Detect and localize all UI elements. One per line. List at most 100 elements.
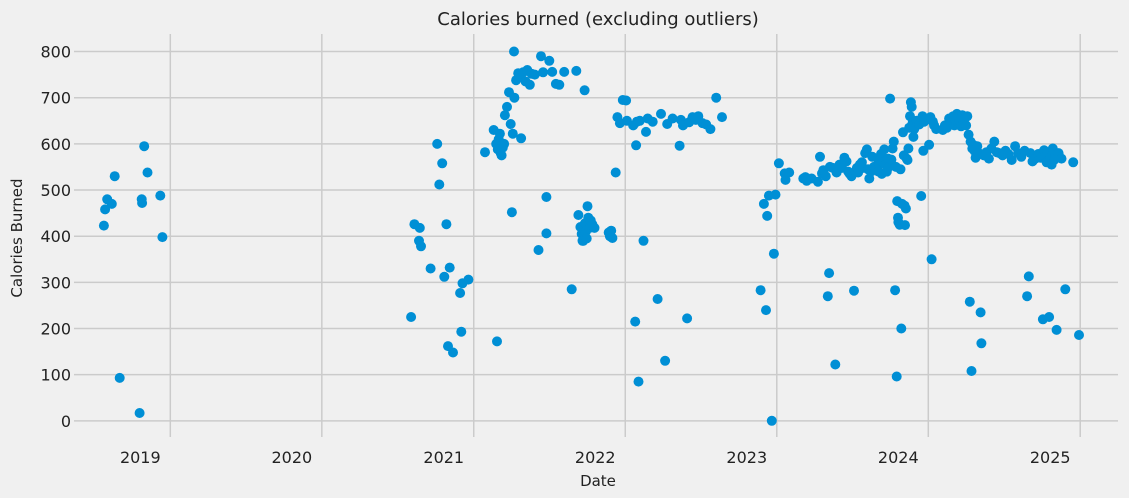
data-point — [439, 271, 450, 282]
data-point — [755, 285, 766, 296]
data-point — [906, 101, 917, 112]
data-point — [559, 66, 570, 77]
data-point — [524, 79, 535, 90]
data-point — [660, 355, 671, 366]
data-point — [656, 108, 666, 119]
data-point — [900, 203, 911, 214]
data-point — [573, 210, 584, 220]
x-tick-label: 2023 — [726, 448, 767, 467]
x-tick-label: 2021 — [423, 448, 464, 467]
data-point — [571, 65, 582, 76]
data-point — [879, 144, 890, 155]
y-tick-label: 300 — [40, 273, 71, 292]
data-point — [541, 228, 552, 239]
data-point — [895, 164, 906, 175]
data-point — [109, 171, 120, 182]
data-point — [885, 93, 896, 104]
data-point — [114, 372, 125, 383]
data-point — [1068, 157, 1079, 168]
data-point — [621, 95, 632, 106]
data-point — [425, 263, 436, 274]
y-tick-labels: 0 100 200 300 400 500 600 700 800 — [40, 43, 71, 431]
data-point — [647, 116, 658, 127]
data-point — [908, 131, 919, 142]
data-point — [509, 92, 520, 103]
data-point — [822, 291, 833, 302]
data-point — [861, 144, 872, 155]
data-point — [888, 136, 899, 147]
data-point — [1006, 155, 1017, 165]
data-point — [1060, 284, 1071, 295]
data-point — [758, 198, 769, 209]
data-point — [812, 176, 823, 187]
data-point — [529, 69, 540, 80]
data-point — [502, 101, 512, 112]
y-tick-label: 700 — [40, 89, 71, 108]
data-point — [824, 268, 835, 279]
data-point — [705, 124, 716, 135]
data-point — [633, 376, 644, 387]
data-point — [891, 371, 902, 382]
x-tick-label: 2020 — [271, 448, 312, 467]
data-point — [1074, 330, 1084, 340]
data-point — [547, 66, 558, 77]
data-point — [916, 191, 927, 201]
data-point — [682, 313, 693, 324]
data-point — [638, 235, 649, 246]
data-point — [784, 167, 795, 178]
data-point — [516, 133, 527, 144]
data-point — [966, 366, 977, 376]
data-point — [610, 167, 621, 178]
data-point — [711, 92, 722, 103]
data-point — [820, 171, 831, 182]
x-tick-label: 2024 — [878, 448, 919, 467]
x-tick-label: 2019 — [120, 448, 161, 467]
data-point — [589, 222, 600, 233]
chart-title: Calories burned (excluding outliers) — [437, 9, 759, 30]
data-point — [886, 154, 897, 165]
data-point — [989, 136, 1000, 147]
y-tick-label: 500 — [40, 181, 71, 200]
data-point — [416, 241, 426, 252]
data-point — [544, 55, 555, 66]
y-tick-label: 0 — [61, 412, 71, 431]
x-tick-labels: 2019 2020 2021 2022 2023 2024 2025 — [120, 448, 1071, 467]
data-point — [134, 408, 145, 418]
data-point — [1044, 312, 1055, 322]
data-point — [106, 198, 117, 209]
data-point — [499, 138, 510, 149]
data-point — [761, 305, 771, 316]
data-point — [506, 207, 517, 218]
data-point — [964, 296, 975, 307]
data-point — [902, 155, 913, 165]
x-tick-label: 2022 — [575, 448, 616, 467]
x-tick-label: 2025 — [1030, 448, 1071, 467]
data-point — [139, 141, 150, 152]
data-point — [770, 189, 781, 200]
data-point — [494, 128, 505, 139]
data-point — [607, 233, 618, 243]
y-axis-label: Calories Burned — [8, 178, 26, 297]
data-point — [441, 219, 452, 230]
data-point — [414, 222, 425, 233]
data-point — [762, 210, 773, 221]
data-point — [579, 85, 590, 96]
data-point — [1022, 291, 1033, 302]
data-point — [630, 316, 641, 327]
data-point — [155, 190, 166, 201]
data-point — [674, 140, 685, 151]
data-point — [98, 220, 109, 231]
data-point — [717, 112, 727, 123]
data-point — [631, 140, 642, 151]
data-point — [1023, 271, 1034, 282]
data-point — [496, 150, 507, 161]
data-point — [444, 262, 455, 273]
data-point — [499, 110, 510, 121]
data-point — [634, 115, 645, 126]
data-point — [1056, 153, 1067, 164]
data-point — [961, 120, 972, 131]
data-point — [1051, 324, 1062, 335]
data-point — [890, 285, 901, 296]
data-point — [849, 285, 859, 296]
